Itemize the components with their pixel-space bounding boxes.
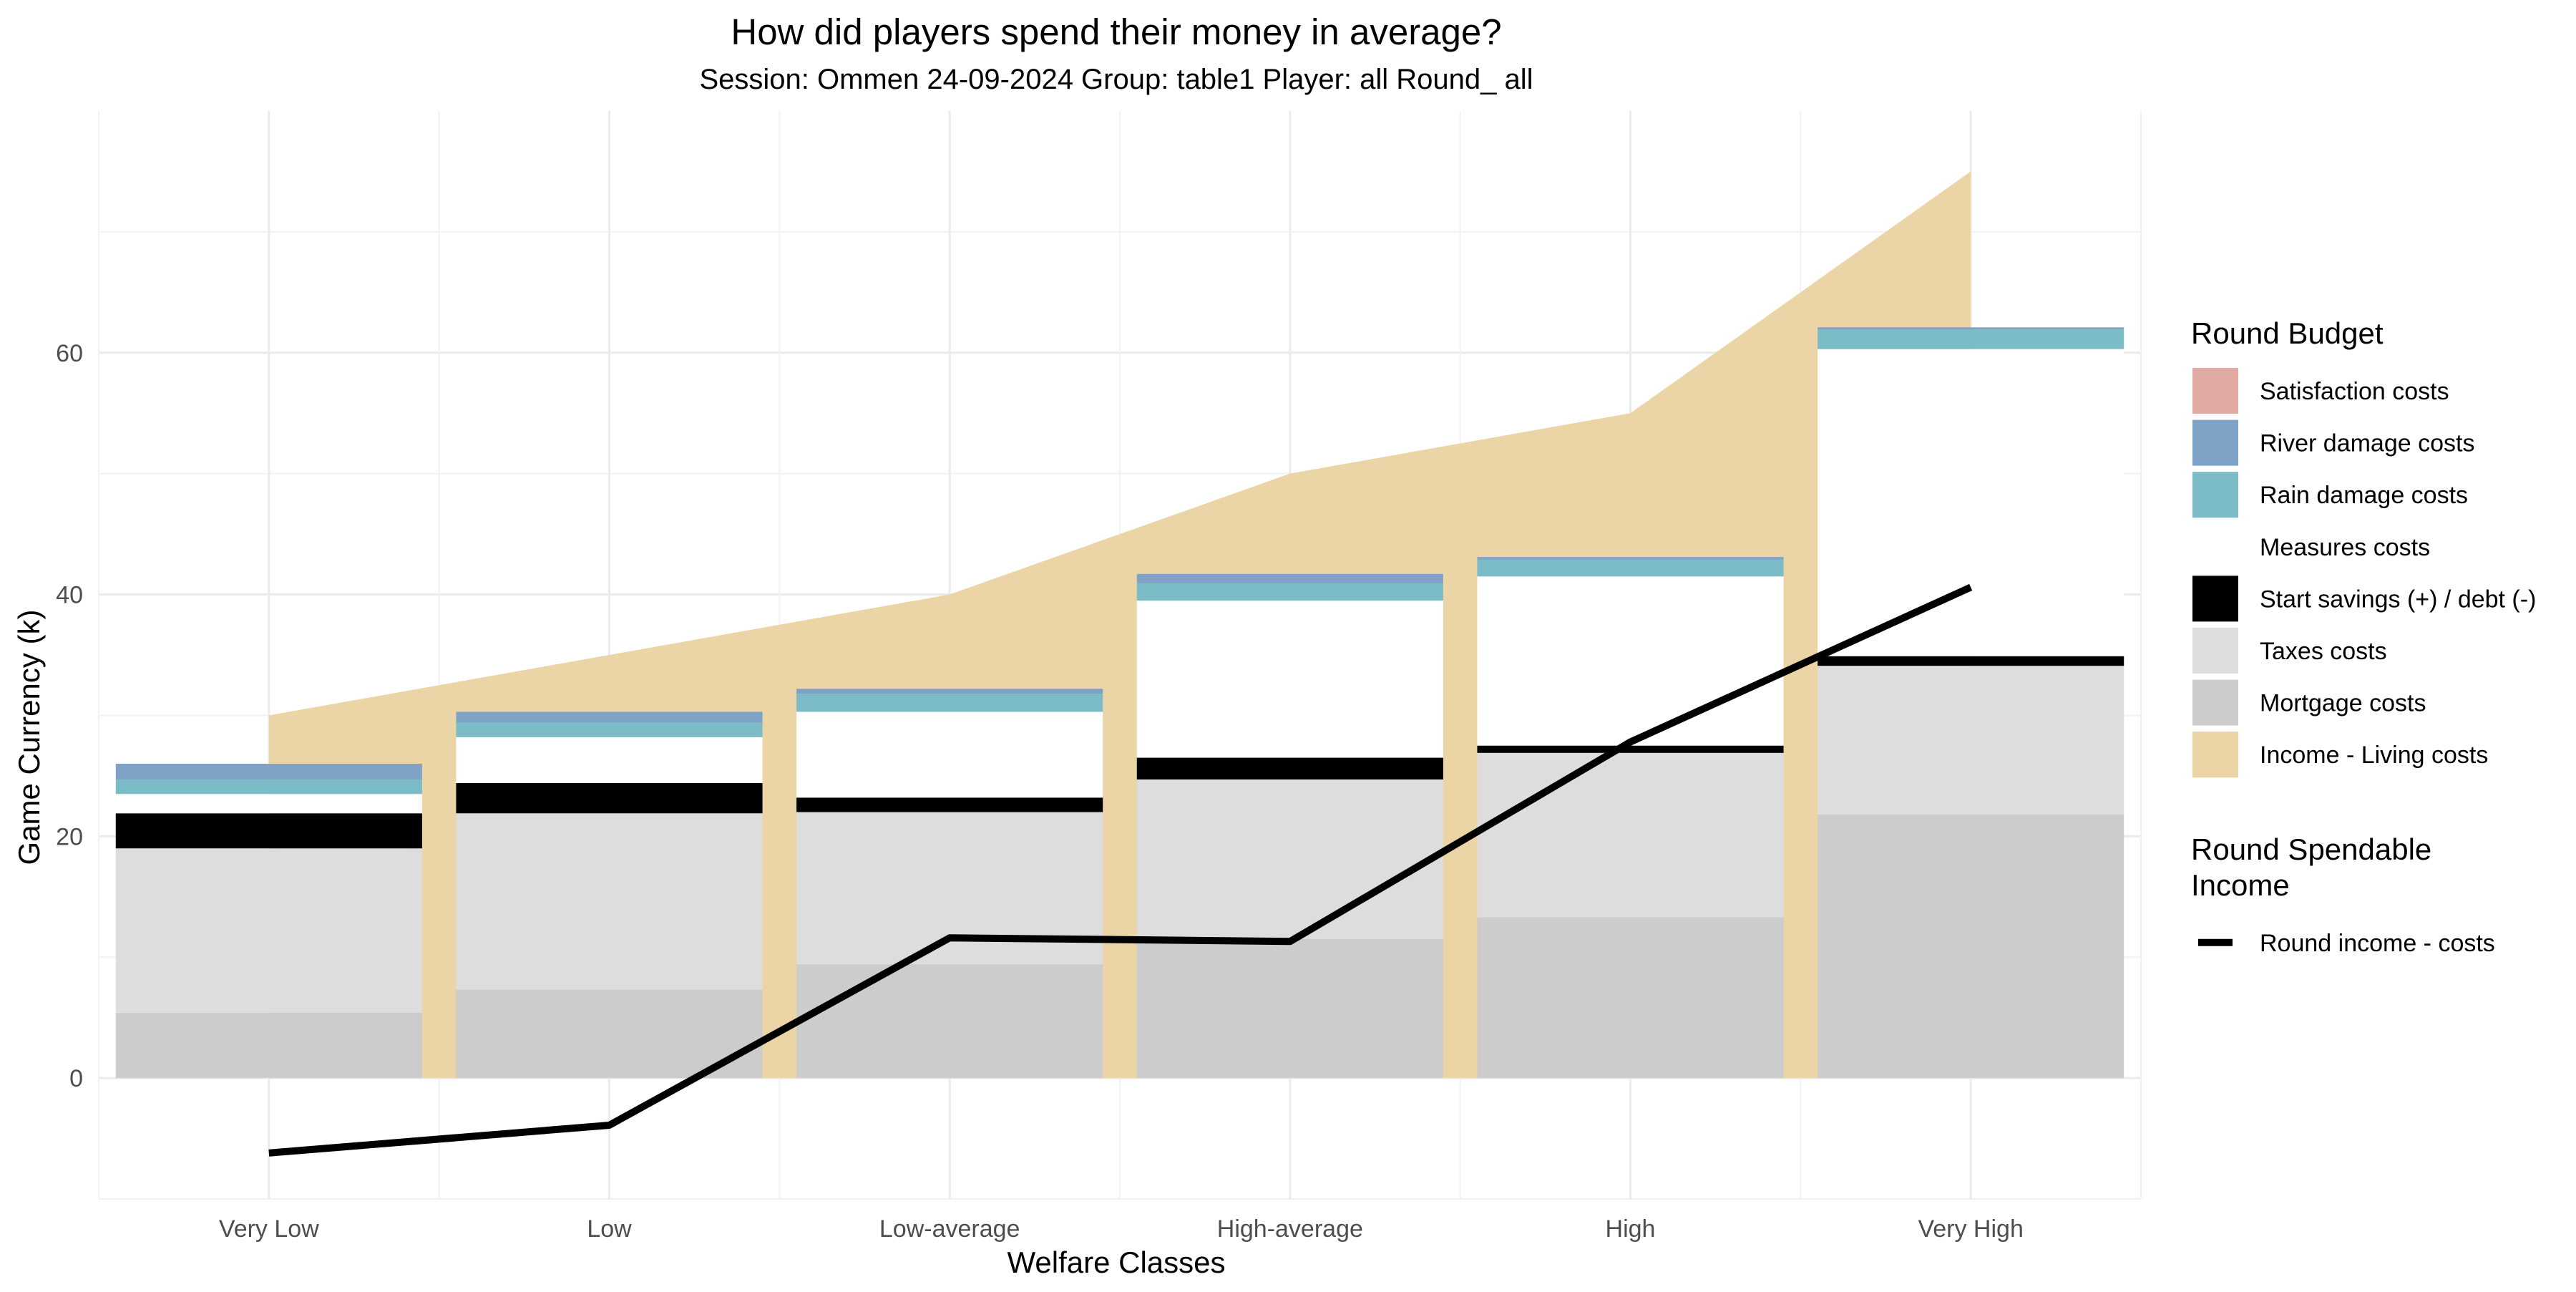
bar-segment-taxes-costs — [1818, 666, 2124, 815]
bar-segment-start-savings-debt — [456, 783, 763, 814]
legend-label: River damage costs — [2260, 430, 2474, 457]
bar-segment-mortgage-costs — [796, 964, 1103, 1079]
axes: 0 20 40 60 Very Low Low Low-average High-averag… — [56, 340, 2024, 1243]
legend-label: Rain damage costs — [2260, 482, 2468, 509]
bar-segment-river-damage-costs — [456, 711, 763, 723]
bar-segment-taxes-costs — [1136, 779, 1443, 939]
legend: Round Budget Satisfaction costs River dama… — [2191, 316, 2536, 957]
legend-label: Start savings (+) / debt (-) — [2260, 586, 2536, 613]
x-tick-label: High — [1606, 1215, 1656, 1243]
chart-title: How did players spend their money in ave… — [731, 11, 1501, 52]
bar-segment-taxes-costs — [456, 813, 763, 990]
bar-segment-river-damage-costs — [115, 764, 422, 779]
bar-segment-river-damage-costs — [1818, 327, 2124, 330]
x-tick-label: Low-average — [879, 1215, 1020, 1243]
bar-segment-rain-damage-costs — [456, 722, 763, 737]
bar-segment-start-savings-debt — [796, 797, 1103, 812]
y-axis-title: Game Currency (k) — [12, 609, 46, 865]
x-tick-label: Very Low — [219, 1215, 319, 1243]
legend-label: Satisfaction costs — [2260, 378, 2449, 405]
legend-fill-swatch — [2192, 575, 2238, 622]
bar-segment-measures-costs — [796, 711, 1103, 798]
bar-segment-taxes-costs — [115, 848, 422, 1013]
bar-segment-river-damage-costs — [796, 689, 1103, 694]
bar-segment-measures-costs — [115, 794, 422, 814]
legend-fill-swatch — [2192, 368, 2238, 414]
spendable-income-line — [268, 583, 1973, 1157]
legend-title: Income — [2191, 868, 2290, 902]
bar-segment-mortgage-costs — [1136, 938, 1443, 1079]
bar-segment-rain-damage-costs — [1818, 329, 2124, 349]
chart-subtitle: Session: Ommen 24-09-2024 Group: table1 … — [699, 64, 1533, 95]
legend-label: Taxes costs — [2260, 638, 2387, 665]
legend-title: Round Spendable — [2191, 832, 2431, 866]
y-tick-label: 0 — [69, 1065, 83, 1092]
legend-fill-swatch — [2192, 523, 2238, 570]
line-round-income-costs — [268, 583, 1973, 1157]
legend-fill-swatch — [2192, 628, 2238, 674]
x-tick-label: Low — [587, 1215, 632, 1243]
legend-fill-swatch — [2192, 419, 2238, 466]
legend-fill-swatch — [2192, 472, 2238, 518]
bar-segment-mortgage-costs — [1818, 814, 2124, 1079]
legend-label: Round income - costs — [2260, 930, 2495, 957]
bar-segment-measures-costs — [1477, 576, 1784, 746]
y-tick-label: 60 — [56, 340, 83, 367]
stacked-bars — [115, 327, 2124, 1079]
x-tick-label: High-average — [1217, 1215, 1363, 1243]
legend-fill-swatch — [2192, 732, 2238, 778]
bar-segment-mortgage-costs — [456, 989, 763, 1079]
bar-segment-measures-costs — [456, 737, 763, 784]
bar-segment-rain-damage-costs — [1477, 559, 1784, 577]
legend-label: Mortgage costs — [2260, 690, 2426, 717]
bar-segment-measures-costs — [1818, 349, 2124, 656]
bar-segment-rain-damage-costs — [1136, 583, 1443, 601]
bar-segment-taxes-costs — [1477, 752, 1784, 918]
bar-segment-start-savings-debt — [1136, 757, 1443, 779]
bar-segment-measures-costs — [1136, 601, 1443, 758]
bar-segment-start-savings-debt — [1477, 745, 1784, 753]
bar-segment-start-savings-debt — [1818, 656, 2124, 666]
bar-segment-river-damage-costs — [1136, 573, 1443, 584]
bar-segment-rain-damage-costs — [115, 779, 422, 795]
legend-label: Income - Living costs — [2260, 742, 2488, 769]
bar-segment-mortgage-costs — [1477, 917, 1784, 1079]
bar-segment-mortgage-costs — [115, 1012, 422, 1079]
legend-fill-swatch — [2192, 679, 2238, 726]
bar-segment-river-damage-costs — [1477, 557, 1784, 560]
legend-title: Round Budget — [2191, 316, 2384, 350]
y-tick-label: 20 — [56, 823, 83, 850]
bar-segment-start-savings-debt — [115, 813, 422, 849]
x-tick-label: Very High — [1918, 1215, 2023, 1243]
bar-segment-rain-damage-costs — [796, 694, 1103, 712]
x-axis-title: Welfare Classes — [1008, 1245, 1226, 1279]
y-tick-label: 40 — [56, 582, 83, 609]
legend-label: Measures costs — [2260, 534, 2430, 561]
